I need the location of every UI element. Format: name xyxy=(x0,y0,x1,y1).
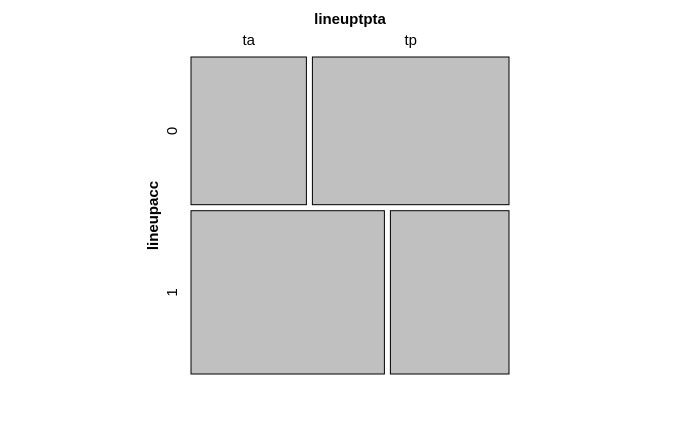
tile-0-tp xyxy=(311,56,510,206)
column-label-ta: ta xyxy=(242,32,255,49)
column-tick-labels: ta tp xyxy=(242,32,417,49)
row-label-0: 0 xyxy=(164,127,181,135)
row-tick-labels: 01 xyxy=(164,127,181,297)
tile-1-ta xyxy=(190,210,385,375)
row-label-1: 1 xyxy=(164,288,181,296)
column-label-tp: tp xyxy=(404,32,417,49)
x-axis-title: lineuptpta xyxy=(314,11,386,28)
y-axis-title: lineupacc xyxy=(145,181,162,250)
tile-0-ta xyxy=(190,56,307,206)
mosaic-tiles xyxy=(190,56,510,375)
tile-1-tp xyxy=(389,210,510,375)
